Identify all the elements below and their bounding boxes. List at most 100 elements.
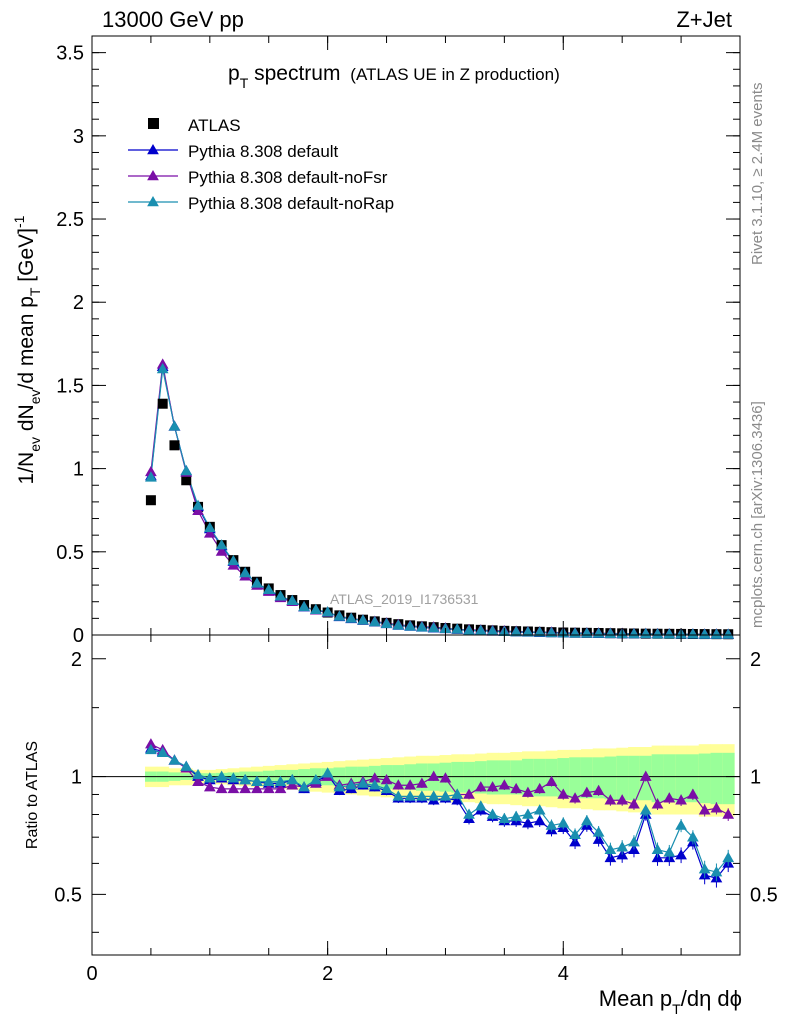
mc-point — [286, 594, 299, 606]
ratio-point — [580, 814, 593, 826]
mc-point — [392, 619, 405, 630]
ratio-point — [180, 760, 193, 771]
legend-marker — [147, 169, 159, 181]
mc-point — [545, 626, 558, 638]
mc-point — [451, 623, 464, 634]
ratio-point — [192, 775, 204, 786]
analysis-watermark: ATLAS_2019_I1736531 — [330, 591, 479, 607]
band-inner — [463, 761, 476, 793]
ratio-point — [416, 790, 428, 801]
ratio-point — [604, 794, 617, 805]
ratio-point — [687, 831, 699, 842]
ratio-point — [357, 777, 369, 788]
ratio-point — [203, 781, 216, 792]
band-inner — [686, 754, 700, 803]
ratio-point — [451, 788, 464, 799]
mc-point — [309, 603, 322, 614]
ratio-point — [569, 836, 581, 847]
ratio-point — [698, 804, 711, 815]
mcplots-label: mcplots.cern.ch [arXiv:1306.3436] — [749, 401, 766, 628]
legend-label: Pythia 8.308 default — [188, 142, 339, 161]
band-inner — [663, 754, 676, 803]
ratio-point — [392, 790, 405, 801]
ratio-point — [251, 782, 263, 794]
ratio-point — [486, 808, 499, 819]
ratio-point — [145, 743, 157, 755]
band-inner — [604, 756, 617, 800]
ratio-point — [675, 794, 687, 805]
ratio-point — [651, 798, 664, 809]
ratio-point — [474, 781, 487, 792]
ratio-point — [663, 846, 676, 857]
x-label-sub: T — [672, 1001, 681, 1017]
mc-point — [416, 621, 428, 632]
band-inner — [451, 761, 464, 793]
ratio-point — [533, 804, 546, 815]
ratio-point — [404, 790, 416, 801]
ratio-point — [722, 808, 735, 819]
ratio-tick-label: 2 — [71, 649, 82, 671]
ratio-point — [274, 775, 287, 786]
mc-point — [215, 539, 228, 550]
mc-point — [145, 471, 157, 482]
ratio-point — [557, 788, 570, 799]
ratio-point — [239, 773, 252, 785]
y-tick-label: 1.5 — [56, 375, 84, 397]
mc-point — [710, 628, 723, 639]
y-tick-label: 3 — [73, 126, 84, 148]
y-label-part-3: ev — [27, 389, 43, 404]
ratio-point — [439, 790, 452, 801]
ratio-axis-label: Ratio to ATLAS — [24, 741, 41, 849]
mc-point — [687, 628, 699, 639]
ratio-point — [675, 849, 687, 860]
ratio-point — [569, 792, 581, 803]
mc-point — [522, 626, 534, 637]
y-tick-label: 2 — [73, 292, 84, 314]
mc-point — [698, 628, 711, 639]
band-inner — [569, 757, 582, 799]
band-inner — [522, 758, 535, 797]
data-point — [169, 440, 180, 451]
ratio-point — [498, 812, 511, 824]
band-inner — [510, 760, 523, 795]
band-inner — [710, 752, 723, 805]
ratio-tick-label-right: 1 — [750, 767, 761, 789]
ratio-point — [274, 782, 287, 794]
band-inner — [592, 757, 606, 799]
rivet-label: Rivet 3.1.10, ≥ 2.4M events — [749, 83, 766, 266]
ratio-point — [533, 814, 546, 826]
mc-point — [427, 622, 440, 633]
plot-title-paren: (ATLAS UE in Z production) — [350, 65, 559, 84]
x-axis-label: Mean pT/dη dϕ — [599, 986, 742, 1017]
ratio-point — [474, 800, 487, 811]
ratio-point — [463, 788, 475, 799]
mc-point — [510, 625, 523, 637]
ratio-tick-label-right: 0.5 — [750, 884, 778, 906]
y-label-part-0: 1/N — [15, 452, 38, 485]
band-inner — [557, 758, 570, 798]
y-label-part-6: [GeV] — [15, 228, 38, 288]
ratio-point — [380, 782, 393, 794]
ratio-point — [710, 802, 723, 813]
ratio-point — [675, 819, 687, 830]
y-tick-label: 1 — [73, 459, 84, 481]
mc-point — [298, 600, 310, 612]
ratio-point — [298, 781, 310, 792]
ratio-point — [522, 786, 534, 797]
ratio-point — [427, 790, 440, 801]
ratio-point — [522, 817, 534, 828]
x-tick-label: 4 — [558, 963, 569, 985]
ratio-point — [262, 782, 275, 794]
ratio-point — [215, 770, 228, 781]
mc-point — [203, 521, 216, 533]
ratio-point — [616, 794, 629, 805]
mc-point — [722, 628, 735, 639]
ratio-point — [215, 782, 228, 794]
ratio-point — [192, 768, 204, 780]
y-label-part-4: /d mean p — [15, 296, 38, 389]
ratio-point — [439, 772, 452, 783]
ratio-point — [368, 779, 381, 790]
main-marks — [145, 358, 735, 640]
mc-point — [203, 527, 216, 538]
mc-point — [262, 583, 275, 595]
